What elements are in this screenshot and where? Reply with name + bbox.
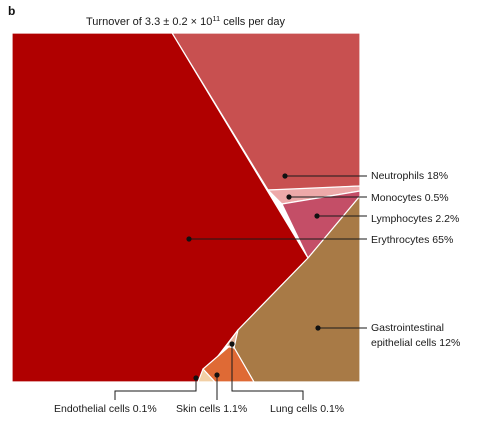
cell-endothelial xyxy=(197,368,216,383)
label-neutrophils: Neutrophils 18% xyxy=(371,170,448,182)
label-gastrointestinal-line2: epithelial cells 12% xyxy=(371,337,460,349)
leader-neutrophils-dot xyxy=(282,173,288,179)
label-endothelial: Endothelial cells 0.1% xyxy=(54,403,157,415)
chart-title: Turnover of 3.3 ± 0.2 × 1011 cells per d… xyxy=(86,14,286,28)
leader-monocytes-dot xyxy=(286,194,292,200)
cell-lung xyxy=(225,329,239,349)
label-skin-cells: Skin cells 1.1% xyxy=(176,403,247,415)
label-monocytes: Monocytes 0.5% xyxy=(371,192,449,204)
label-lung-cells: Lung cells 0.1% xyxy=(270,403,344,415)
leader-endothelial xyxy=(114,378,197,400)
label-gastrointestinal-line1: Gastrointestinal xyxy=(371,322,444,334)
leader-lung-cells xyxy=(231,344,304,400)
label-lymphocytes: Lymphocytes 2.2% xyxy=(371,213,459,225)
leader-skin-cells-dot xyxy=(214,372,220,378)
leader-endothelial-dot xyxy=(193,375,199,381)
leader-lymphocytes-dot xyxy=(314,213,320,219)
leader-gastrointestinal-dot xyxy=(315,325,321,331)
cell-regions xyxy=(11,32,361,383)
label-erythrocytes: Erythrocytes 65% xyxy=(371,234,453,246)
panel-label: b xyxy=(8,4,15,18)
leader-lines xyxy=(114,173,367,400)
leader-lung-cells-dot xyxy=(229,341,235,347)
leader-erythrocytes-dot xyxy=(186,236,192,242)
